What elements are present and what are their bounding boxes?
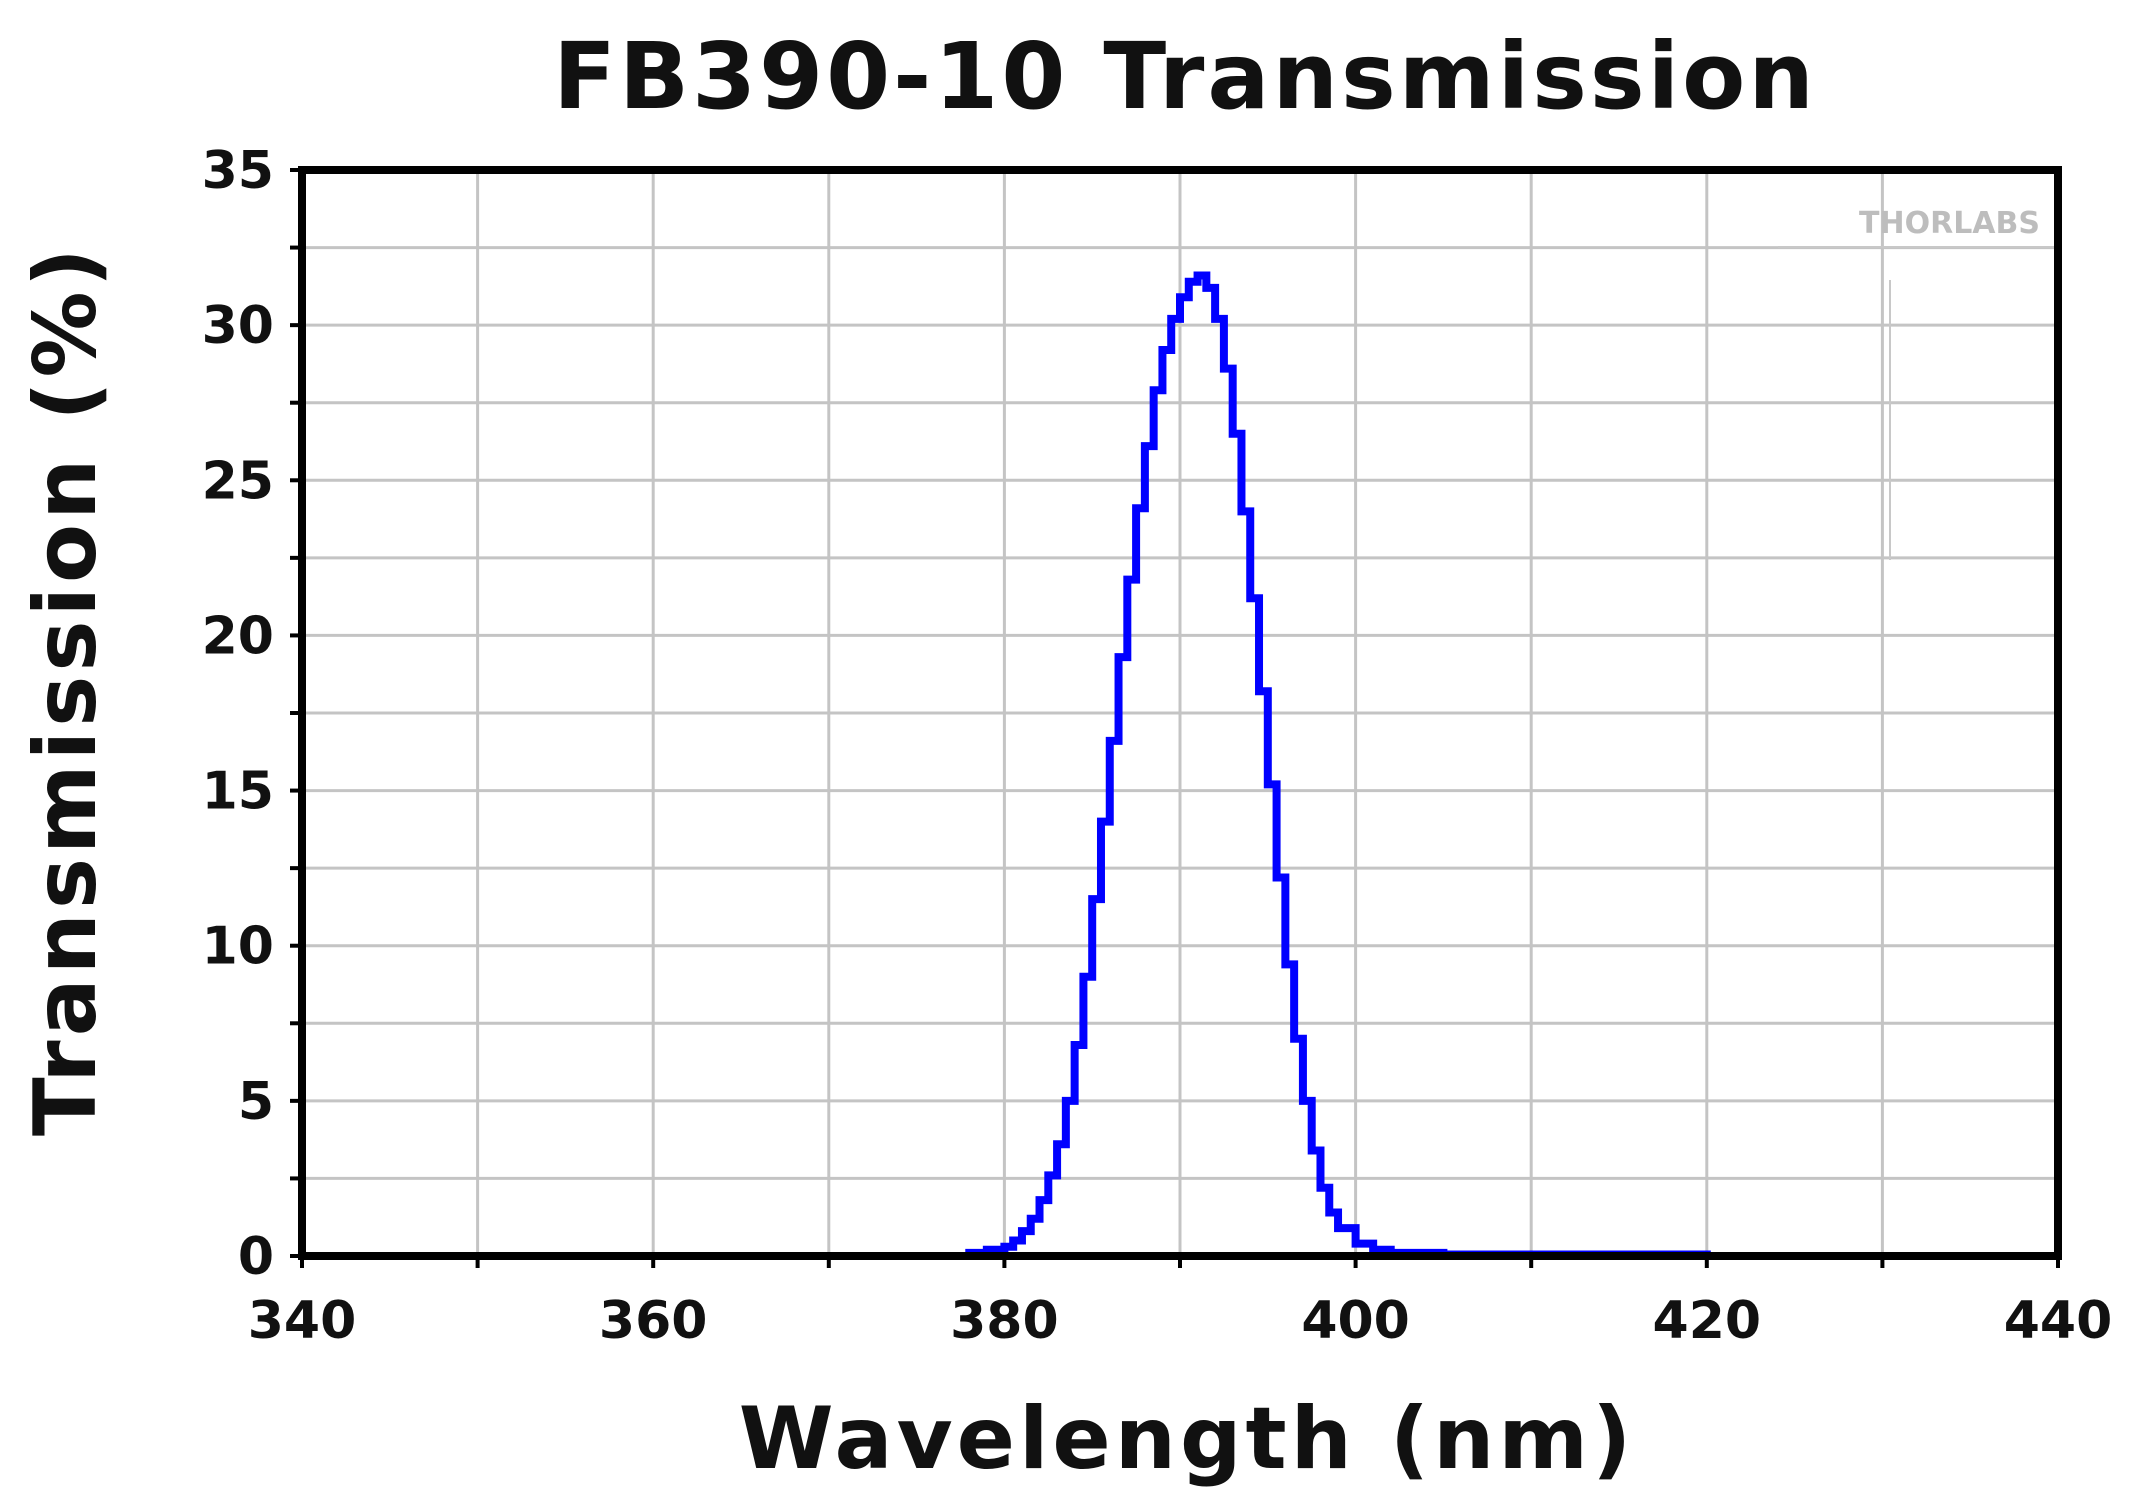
y-axis-label: Transmission (%) [16, 244, 116, 1136]
y-tick-label: 30 [202, 296, 274, 356]
x-tick-label: 340 [248, 1291, 357, 1351]
watermark-text: THORLABS [1859, 206, 2040, 241]
y-minor-ticks [290, 168, 302, 1258]
x-tick-label: 380 [950, 1291, 1059, 1351]
x-tick-label: 440 [2004, 1291, 2113, 1351]
x-tick-label: 400 [1301, 1291, 1410, 1351]
x-minor-ticks [300, 1256, 2060, 1268]
y-tick-label: 35 [202, 141, 274, 201]
series-group [302, 271, 2058, 1260]
series-line [302, 271, 2058, 1260]
grid [302, 170, 2058, 1256]
y-tick-label: 15 [202, 762, 274, 822]
y-tick-label: 0 [238, 1227, 274, 1287]
x-tick-label: 420 [1653, 1291, 1762, 1351]
y-tick-label: 10 [202, 917, 274, 977]
x-axis-label: Wavelength (nm) [739, 1389, 1636, 1489]
y-tick-label: 25 [202, 451, 274, 511]
y-tick-label: 20 [202, 606, 274, 666]
y-tick-labels: 0 5 10 15 20 25 30 35 [202, 141, 274, 1287]
thorlabs-watermark: THORLABS [1778, 206, 2060, 560]
chart-title: FB390-10 Transmission [553, 23, 1817, 130]
x-tick-labels: 340 360 380 400 420 440 [248, 1291, 2113, 1351]
x-tick-label: 360 [599, 1291, 708, 1351]
y-tick-label: 5 [238, 1072, 274, 1132]
